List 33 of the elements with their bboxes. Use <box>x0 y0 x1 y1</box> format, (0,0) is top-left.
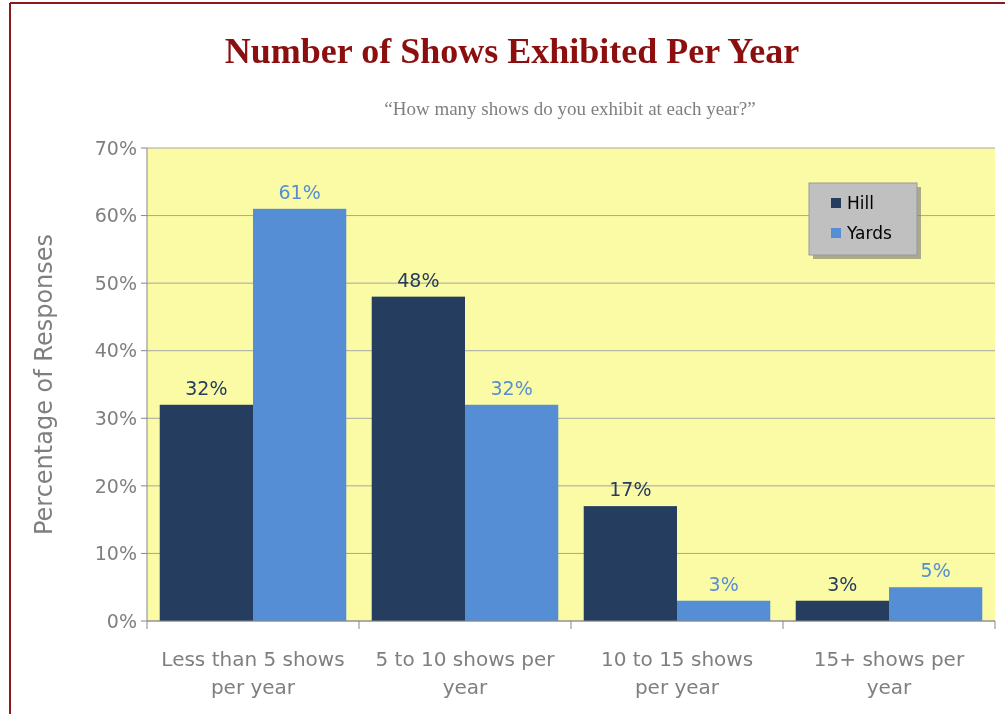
data-label: 48% <box>397 268 440 291</box>
y-tick-label: 20% <box>94 474 137 497</box>
y-tick-label: 50% <box>94 271 137 294</box>
data-label: 32% <box>490 376 533 399</box>
legend-label: Hill <box>847 192 874 213</box>
chart-subtitle: “How many shows do you exhibit at each year?” <box>384 98 756 119</box>
x-tick-label: 15+ shows per year <box>813 647 965 699</box>
data-label: 3% <box>708 572 739 595</box>
x-tick-label: 5 to 10 shows per year <box>375 647 556 699</box>
data-label: 61% <box>278 180 321 203</box>
bar <box>159 404 253 621</box>
bar <box>371 296 465 621</box>
y-tick-label: 60% <box>94 204 137 227</box>
data-label: 17% <box>609 478 652 501</box>
legend-label: Yards <box>846 222 892 243</box>
y-tick-label: 40% <box>94 339 137 362</box>
x-tick-label: Less than 5 shows per year <box>161 647 345 699</box>
chart-title: Number of Shows Exhibited Per Year <box>224 31 800 71</box>
bar <box>889 587 983 621</box>
bar <box>583 506 677 621</box>
bar <box>795 600 889 621</box>
bar <box>465 404 559 621</box>
bar <box>677 600 771 621</box>
x-tick-label: 10 to 15 shows per year <box>600 647 754 699</box>
bar <box>253 208 347 621</box>
data-label: 32% <box>185 376 228 399</box>
y-tick-label: 70% <box>94 136 137 159</box>
data-label: 5% <box>920 559 951 582</box>
y-tick-label: 0% <box>106 609 137 632</box>
y-tick-label: 30% <box>94 406 137 429</box>
y-tick-label: 10% <box>94 542 137 565</box>
y-axis-title: Percentage of Responses <box>30 233 58 536</box>
data-label: 3% <box>827 572 858 595</box>
